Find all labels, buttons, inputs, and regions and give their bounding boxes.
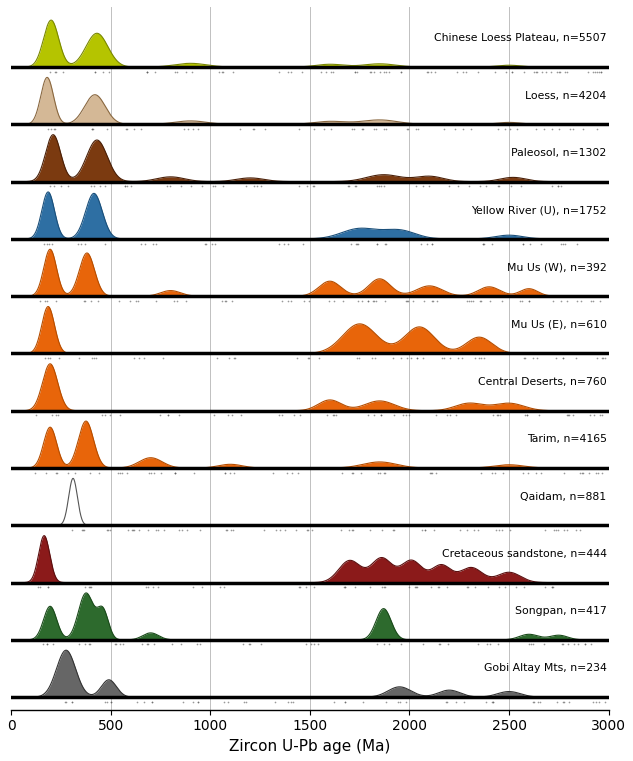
Text: Qaidam, n=881: Qaidam, n=881 [520,492,606,501]
Text: Cretaceous sandstone, n=444: Cretaceous sandstone, n=444 [442,549,606,559]
Text: Yellow River (U), n=1752: Yellow River (U), n=1752 [471,205,606,215]
Text: Tarim, n=4165: Tarim, n=4165 [527,435,606,444]
Text: Loess, n=4204: Loess, n=4204 [525,91,606,100]
Text: Paleosol, n=1302: Paleosol, n=1302 [511,148,606,158]
Text: Mu Us (E), n=610: Mu Us (E), n=610 [511,320,606,330]
Text: Songpan, n=417: Songpan, n=417 [515,606,606,616]
X-axis label: Zircon U-Pb age (Ma): Zircon U-Pb age (Ma) [229,739,391,754]
Text: Chinese Loess Plateau, n=5507: Chinese Loess Plateau, n=5507 [434,33,606,43]
Text: Gobi Altay Mts, n=234: Gobi Altay Mts, n=234 [484,664,606,673]
Text: Central Deserts, n=760: Central Deserts, n=760 [478,377,606,387]
Text: Mu Us (W), n=392: Mu Us (W), n=392 [507,263,606,272]
